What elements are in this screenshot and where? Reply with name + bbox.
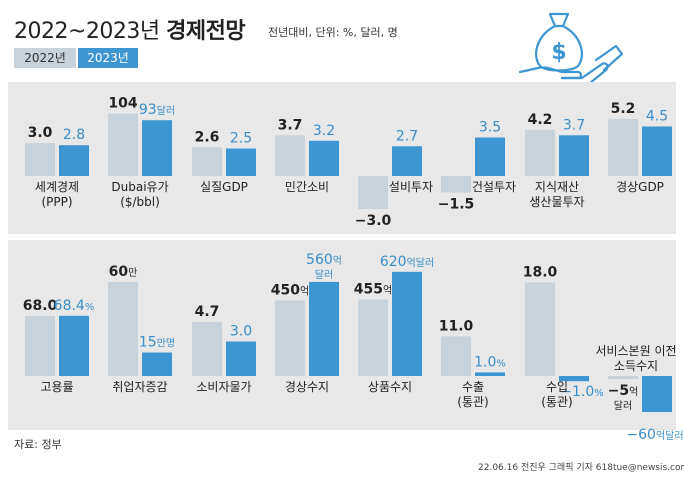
bar-2022-8	[25, 316, 55, 376]
value-label-2022-5: −1.5	[438, 197, 475, 213]
bar-2023-7	[642, 126, 672, 176]
category-label-2-line0: 실질GDP	[200, 180, 248, 194]
value-label-2023-2: 2.5	[230, 131, 252, 147]
category-label-9-line0: 취업자증감	[112, 380, 167, 394]
category-label-5-line0: 건설투자	[472, 180, 516, 194]
category-label-15-line1: 소득수지	[614, 359, 658, 373]
value-label-2023-1: 93달러	[139, 102, 175, 118]
bar-2022-13	[441, 336, 471, 376]
bar-2022-2	[192, 147, 222, 176]
value-label-2022-13: 11.0	[439, 318, 474, 334]
bar-2023-15	[642, 376, 672, 412]
category-label-6-line0: 지식재산	[535, 180, 579, 194]
value-label-2022-11: 450억	[271, 282, 309, 298]
bar-2022-9	[108, 282, 138, 376]
bar-2022-15	[608, 376, 638, 379]
bar-2023-11	[309, 281, 339, 376]
category-label-4-line0: 설비투자	[389, 180, 433, 194]
bar-2023-2	[226, 148, 256, 176]
bar-2022-7	[608, 118, 638, 176]
category-label-3-line0: 민간소비	[285, 180, 329, 194]
category-label-7-line0: 경상GDP	[616, 180, 664, 194]
value-label-2023-6: 3.7	[563, 117, 585, 133]
bar-2023-14	[559, 376, 589, 382]
category-label-13-line1: (통관)	[457, 395, 488, 409]
value-label-2022-1: 104	[108, 96, 137, 112]
value-label-2022-9: 60만	[109, 264, 138, 280]
bar-2023-9	[142, 352, 172, 376]
value-label-2022-7: 5.2	[611, 101, 636, 117]
unit-note: 전년대비, 단위: %, 달러, 명	[268, 26, 398, 39]
value-label-2023-8: 68.4%	[54, 298, 95, 314]
category-label-1-line0: Dubai유가	[111, 180, 168, 194]
bar-2022-10	[192, 321, 222, 376]
bar-2022-3	[275, 135, 305, 176]
value-label-2022-4: −3.0	[355, 213, 392, 229]
bar-2023-6	[559, 135, 589, 176]
category-label-14-line0: 수입	[546, 380, 568, 394]
value-label-2023-7: 4.5	[646, 109, 668, 125]
value-label-2023-14: −1.0%	[560, 384, 604, 400]
category-label-11-line0: 경상수지	[285, 380, 329, 394]
category-label-8-line0: 고용률	[40, 380, 73, 394]
bar-2023-10	[226, 341, 256, 376]
title-main: 경제전망	[166, 19, 246, 44]
value-unit-2022-15: 달러	[614, 400, 632, 412]
title-years: 2022~2023년	[14, 19, 160, 44]
bar-2022-1	[108, 113, 138, 176]
category-label-13-line0: 수출	[462, 380, 484, 394]
value-unit-2023-11: 달러	[315, 269, 333, 281]
bar-2023-5	[475, 137, 505, 176]
chart-title: 2022~2023년 경제전망	[14, 13, 246, 45]
value-label-2023-10: 3.0	[230, 324, 252, 340]
bar-2023-1	[142, 120, 172, 176]
bar-2022-5	[441, 176, 471, 193]
value-label-2023-5: 3.5	[479, 120, 501, 136]
credit-note: 22.06.16 전진우 그래픽 기자 618tue@newsis.com	[478, 463, 684, 473]
bar-2022-11	[275, 300, 305, 376]
source-note: 자료: 정부	[14, 438, 62, 451]
category-label-10-line0: 소비자물가	[196, 380, 251, 394]
category-label-12-line0: 상품수지	[368, 380, 412, 394]
legend-2022: 2022년	[14, 48, 76, 68]
value-label-2023-3: 3.2	[313, 123, 335, 139]
bar-2022-6	[525, 129, 555, 176]
bar-2022-12	[358, 299, 388, 376]
category-label-14-line1: (통관)	[541, 395, 572, 409]
value-label-2023-11: 560억	[306, 252, 342, 268]
value-label-2023-0: 2.8	[63, 127, 85, 143]
value-label-2022-2: 2.6	[195, 129, 220, 145]
category-label-0-line0: 세계경제	[35, 180, 79, 194]
bar-2023-8	[59, 315, 89, 376]
value-label-2023-15: −60억달러	[626, 427, 683, 443]
value-label-2023-4: 2.7	[396, 128, 418, 144]
category-label-6-line1: 생산물투자	[529, 195, 584, 209]
bar-2023-4	[392, 146, 422, 176]
category-label-0-line1: (PPP)	[41, 195, 72, 209]
value-label-2022-12: 455억	[354, 282, 392, 298]
value-label-2022-14: 18.0	[523, 264, 558, 280]
value-label-2022-8: 68.0	[23, 298, 58, 314]
value-label-2022-0: 3.0	[28, 125, 53, 141]
value-label-2022-10: 4.7	[195, 304, 220, 320]
value-label-2023-12: 620억달러	[380, 254, 434, 270]
legend-2023: 2023년	[78, 48, 138, 68]
bar-2023-12	[392, 271, 422, 376]
bar-2023-3	[309, 140, 339, 176]
value-label-2022-15: −5억	[608, 383, 639, 399]
bar-2022-14	[525, 282, 555, 376]
value-label-2023-13: 1.0%	[474, 354, 506, 370]
value-label-2022-3: 3.7	[278, 117, 303, 133]
svg-text:$: $	[551, 40, 566, 65]
bar-2022-4	[358, 176, 388, 209]
bar-2023-0	[59, 145, 89, 176]
bar-2022-0	[25, 143, 55, 176]
bar-2023-13	[475, 372, 505, 376]
value-label-2022-6: 4.2	[528, 112, 553, 128]
category-label-1-line1: ($/bbl)	[120, 195, 160, 209]
value-label-2023-9: 15만명	[139, 335, 175, 351]
category-label-15-line0: 서비스본원 이전	[595, 344, 676, 358]
